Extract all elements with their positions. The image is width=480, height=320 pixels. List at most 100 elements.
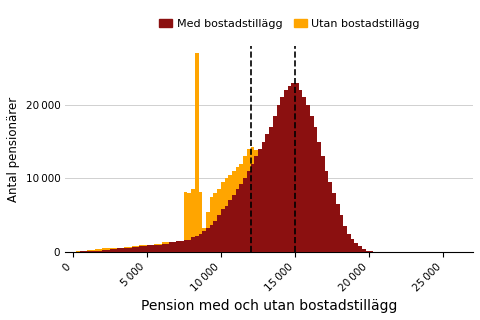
Bar bbox=[284, 208, 288, 252]
Bar bbox=[232, 195, 236, 252]
Bar bbox=[302, 233, 306, 252]
Bar bbox=[121, 248, 124, 252]
Bar bbox=[306, 237, 310, 252]
Bar bbox=[176, 241, 180, 252]
Bar bbox=[199, 234, 203, 252]
Bar bbox=[351, 251, 354, 252]
Bar bbox=[150, 245, 154, 252]
Bar bbox=[265, 134, 269, 252]
Bar bbox=[217, 189, 221, 252]
Bar bbox=[128, 248, 132, 252]
Bar bbox=[273, 116, 276, 252]
Bar bbox=[228, 200, 232, 252]
Bar bbox=[95, 249, 98, 252]
Bar bbox=[80, 251, 84, 252]
Bar bbox=[362, 249, 365, 252]
Bar bbox=[258, 149, 262, 252]
Bar bbox=[336, 250, 339, 252]
Bar bbox=[169, 242, 173, 252]
X-axis label: Pension med och utan bostadstillägg: Pension med och utan bostadstillägg bbox=[141, 299, 397, 313]
Bar bbox=[191, 189, 195, 252]
Bar bbox=[173, 243, 176, 252]
Bar bbox=[117, 248, 121, 252]
Bar bbox=[206, 212, 210, 252]
Bar bbox=[139, 245, 143, 252]
Bar bbox=[243, 156, 247, 252]
Bar bbox=[302, 97, 306, 252]
Bar bbox=[165, 243, 169, 252]
Bar bbox=[240, 164, 243, 252]
Bar bbox=[162, 243, 165, 252]
Bar bbox=[214, 193, 217, 252]
Bar bbox=[288, 214, 291, 252]
Bar bbox=[139, 246, 143, 252]
Bar bbox=[310, 116, 313, 252]
Bar bbox=[143, 245, 147, 252]
Bar bbox=[132, 247, 135, 252]
Bar bbox=[324, 171, 328, 252]
Bar bbox=[206, 228, 210, 252]
Bar bbox=[180, 241, 184, 252]
Bar bbox=[347, 251, 351, 252]
Legend: Med bostadstillägg, Utan bostadstillägg: Med bostadstillägg, Utan bostadstillägg bbox=[155, 14, 424, 33]
Bar bbox=[98, 251, 102, 252]
Bar bbox=[236, 189, 240, 252]
Bar bbox=[109, 249, 113, 252]
Bar bbox=[154, 245, 158, 252]
Bar bbox=[117, 248, 121, 252]
Bar bbox=[84, 251, 87, 252]
Bar bbox=[339, 215, 343, 252]
Bar bbox=[284, 90, 288, 252]
Bar bbox=[306, 105, 310, 252]
Bar bbox=[195, 236, 199, 252]
Bar bbox=[95, 251, 98, 252]
Bar bbox=[354, 243, 358, 252]
Bar bbox=[295, 224, 299, 252]
Bar bbox=[135, 247, 139, 252]
Bar bbox=[236, 167, 240, 252]
Bar bbox=[365, 251, 369, 252]
Bar bbox=[203, 228, 206, 252]
Bar bbox=[184, 240, 188, 252]
Bar bbox=[188, 240, 191, 252]
Bar bbox=[199, 192, 203, 252]
Bar bbox=[210, 225, 214, 252]
Bar bbox=[124, 247, 128, 252]
Bar bbox=[251, 164, 254, 252]
Bar bbox=[317, 245, 321, 252]
Bar bbox=[180, 241, 184, 252]
Bar bbox=[191, 237, 195, 252]
Bar bbox=[247, 149, 251, 252]
Bar bbox=[243, 178, 247, 252]
Bar bbox=[332, 250, 336, 252]
Bar bbox=[343, 226, 347, 252]
Bar bbox=[258, 156, 262, 252]
Bar bbox=[113, 249, 117, 252]
Bar bbox=[76, 251, 80, 252]
Bar bbox=[143, 246, 147, 252]
Bar bbox=[102, 248, 106, 252]
Bar bbox=[147, 245, 150, 252]
Bar bbox=[247, 171, 251, 252]
Bar bbox=[162, 244, 165, 252]
Bar bbox=[291, 219, 295, 252]
Bar bbox=[328, 182, 332, 252]
Bar bbox=[269, 127, 273, 252]
Bar bbox=[109, 248, 113, 252]
Bar bbox=[317, 141, 321, 252]
Bar bbox=[188, 193, 191, 252]
Bar bbox=[158, 245, 162, 252]
Bar bbox=[154, 244, 158, 252]
Bar bbox=[295, 83, 299, 252]
Bar bbox=[173, 242, 176, 252]
Bar bbox=[273, 186, 276, 252]
Bar bbox=[113, 248, 117, 252]
Bar bbox=[265, 171, 269, 252]
Bar bbox=[347, 234, 351, 252]
Bar bbox=[132, 246, 135, 252]
Bar bbox=[280, 200, 284, 252]
Bar bbox=[262, 141, 265, 252]
Y-axis label: Antal pensionärer: Antal pensionärer bbox=[7, 96, 20, 202]
Bar bbox=[313, 243, 317, 252]
Bar bbox=[87, 250, 91, 252]
